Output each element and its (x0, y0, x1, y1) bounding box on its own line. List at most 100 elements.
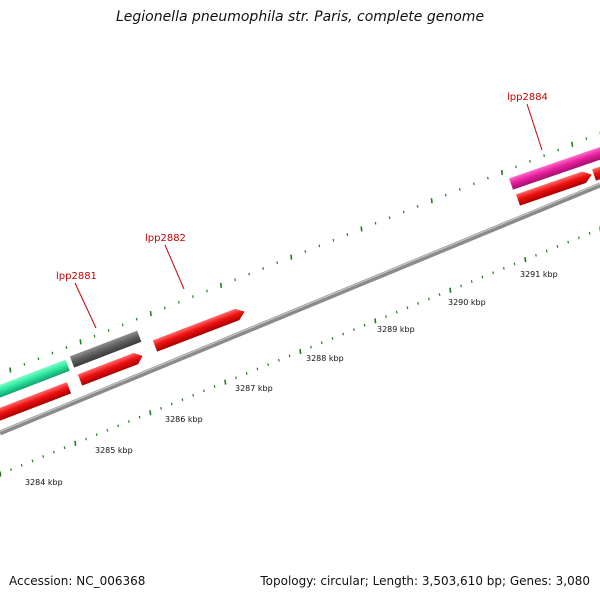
minor-tick (202, 389, 205, 393)
minor-tick (470, 280, 473, 283)
major-tick (9, 367, 12, 373)
major-tick (149, 310, 152, 317)
minor-tick (248, 272, 250, 276)
minor-tick (543, 154, 545, 157)
minor-tick (192, 295, 194, 299)
minor-tick (513, 262, 516, 266)
minor-tick (23, 362, 26, 366)
minor-tick (557, 148, 560, 152)
minor-tick (192, 393, 195, 397)
minor-tick (304, 250, 307, 253)
leader-line (526, 103, 543, 151)
minor-tick (51, 351, 54, 355)
minor-tick (458, 188, 461, 191)
minor-tick (310, 345, 312, 349)
gene-red-1[interactable] (0, 382, 72, 421)
minor-tick (346, 233, 349, 236)
gene-red-4[interactable] (516, 169, 594, 206)
minor-tick (318, 244, 321, 248)
minor-tick (256, 367, 259, 371)
minor-tick (492, 271, 495, 275)
minor-tick (320, 341, 323, 345)
tick-row-upper (9, 131, 600, 373)
tick-row-lower (0, 226, 600, 477)
scale-labels: 3284 kbp 3285 kbp 3286 kbp 3287 kbp 3288… (25, 270, 558, 487)
major-tick (74, 440, 77, 446)
minor-tick (567, 240, 570, 244)
genome-summary-text: Topology: circular; Length: 3,503,610 bp… (260, 574, 590, 588)
gene-label-lpp2881: lpp2881 (56, 271, 97, 282)
minor-tick (487, 176, 489, 180)
leader-line (74, 282, 97, 329)
gene-red-5[interactable] (592, 162, 600, 181)
minor-tick (138, 415, 141, 419)
scale-label: 3291 kbp (520, 270, 558, 279)
genome-backbone-highlight (0, 182, 600, 433)
accession-text: Accession: NC_006368 (9, 574, 146, 588)
minor-tick (585, 137, 588, 141)
minor-tick (342, 332, 345, 336)
minor-tick (206, 289, 208, 293)
gene-label-lpp2884: lpp2884 (507, 92, 548, 103)
major-tick (430, 198, 433, 204)
minor-tick (107, 329, 110, 332)
major-tick (149, 410, 152, 416)
minor-tick (31, 459, 34, 463)
minor-tick (352, 328, 355, 332)
minor-tick (245, 371, 248, 375)
major-tick (290, 254, 293, 260)
minor-tick (460, 284, 462, 288)
minor-tick (160, 406, 162, 410)
minor-tick (267, 363, 270, 367)
major-tick (524, 257, 527, 263)
minor-tick (52, 450, 55, 454)
minor-tick (93, 334, 96, 338)
minor-tick (177, 300, 180, 304)
genome-backbone (0, 182, 600, 436)
minor-tick (42, 455, 45, 458)
gene-red-2[interactable] (77, 350, 145, 386)
minor-tick (163, 306, 166, 310)
minor-tick (181, 398, 184, 402)
minor-tick (262, 267, 265, 270)
gene-lpp2884[interactable] (509, 145, 600, 190)
minor-tick (170, 402, 173, 406)
minor-tick (117, 424, 120, 428)
minor-tick (385, 315, 387, 318)
minor-tick (515, 165, 517, 169)
minor-tick (438, 293, 441, 297)
minor-tick (402, 210, 405, 214)
gene-lpp2882[interactable] (152, 306, 247, 352)
minor-tick (481, 275, 484, 279)
minor-tick (331, 336, 334, 340)
minor-tick (395, 310, 398, 314)
scale-label: 3286 kbp (165, 415, 203, 424)
minor-tick (213, 385, 216, 388)
gene-label-lpp2882: lpp2882 (145, 233, 186, 244)
gene-teal[interactable] (0, 359, 70, 398)
minor-tick (417, 301, 420, 305)
major-tick (224, 379, 227, 385)
major-tick (449, 287, 452, 293)
major-tick (219, 282, 223, 288)
minor-tick (444, 193, 447, 197)
major-tick (500, 169, 504, 176)
minor-tick (406, 306, 409, 310)
minor-tick (106, 428, 109, 432)
major-tick (360, 226, 363, 232)
minor-tick (135, 317, 138, 321)
minor-tick (121, 323, 124, 327)
scale-label: 3290 kbp (448, 298, 486, 307)
minor-tick (577, 236, 580, 240)
minor-tick (332, 238, 335, 242)
gene-lpp2881[interactable] (69, 330, 142, 368)
minor-tick (502, 266, 505, 270)
minor-tick (529, 159, 531, 163)
minor-tick (95, 433, 98, 437)
minor-tick (37, 357, 40, 361)
scale-label: 3289 kbp (377, 325, 415, 334)
minor-tick (127, 420, 130, 423)
minor-tick (234, 278, 236, 282)
minor-tick (85, 437, 87, 441)
